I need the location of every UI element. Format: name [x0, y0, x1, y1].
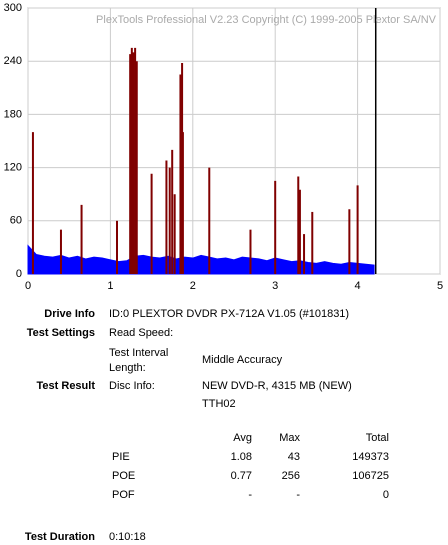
- cell: 256: [282, 470, 300, 482]
- cell: 0: [383, 489, 389, 501]
- row-label: PIE: [112, 451, 130, 463]
- row-label: POF: [112, 489, 135, 501]
- x-tick-label: 3: [272, 280, 278, 292]
- value: ID:0 PLEXTOR DVDR PX-712A V1.05 (#101831…: [109, 308, 349, 320]
- value: NEW DVD-R, 4315 MB (NEW): [202, 380, 352, 392]
- column-header: Max: [279, 432, 300, 444]
- y-tick-label: 0: [16, 268, 22, 280]
- y-tick-label: 300: [4, 2, 22, 14]
- value: 0:10:18: [109, 531, 146, 543]
- cell: -: [248, 489, 252, 501]
- column-header: Total: [366, 432, 389, 444]
- y-tick-label: 240: [4, 55, 22, 67]
- value: Read Speed:: [109, 327, 173, 339]
- value: Length:: [109, 362, 146, 374]
- label: Test Result: [37, 380, 96, 392]
- x-tick-label: 1: [107, 280, 113, 292]
- y-tick-label: 60: [10, 215, 22, 227]
- row-label: POE: [112, 470, 135, 482]
- y-tick-label: 120: [4, 162, 22, 174]
- value: Middle Accuracy: [202, 354, 283, 366]
- cell: 106725: [352, 470, 389, 482]
- result-table: Avg Max Total PIE 1.08 43 149373 POE 0.77 256 1067…: [112, 432, 389, 501]
- plot: [27, 7, 441, 275]
- x-tick-label: 2: [190, 280, 196, 292]
- y-tick-label: 180: [4, 108, 22, 120]
- x-tick-label: 4: [355, 280, 361, 292]
- label: Test Settings: [27, 327, 95, 339]
- chart-title: PlexTools Professional V2.23 Copyright (…: [96, 14, 437, 26]
- value: Disc Info:: [109, 380, 155, 392]
- label: Drive Info: [44, 308, 95, 320]
- cell: 149373: [352, 451, 389, 463]
- value: TTH02: [202, 398, 236, 410]
- label: Test Duration: [25, 531, 95, 543]
- value: Test Interval: [109, 347, 168, 359]
- cell: 0.77: [231, 470, 252, 482]
- x-tick-label: 0: [25, 280, 31, 292]
- cell: 43: [288, 451, 300, 463]
- plot-frame: [27, 7, 441, 275]
- x-tick-label: 5: [437, 280, 443, 292]
- cell: -: [296, 489, 300, 501]
- cell: 1.08: [231, 451, 252, 463]
- column-header: Avg: [233, 432, 252, 444]
